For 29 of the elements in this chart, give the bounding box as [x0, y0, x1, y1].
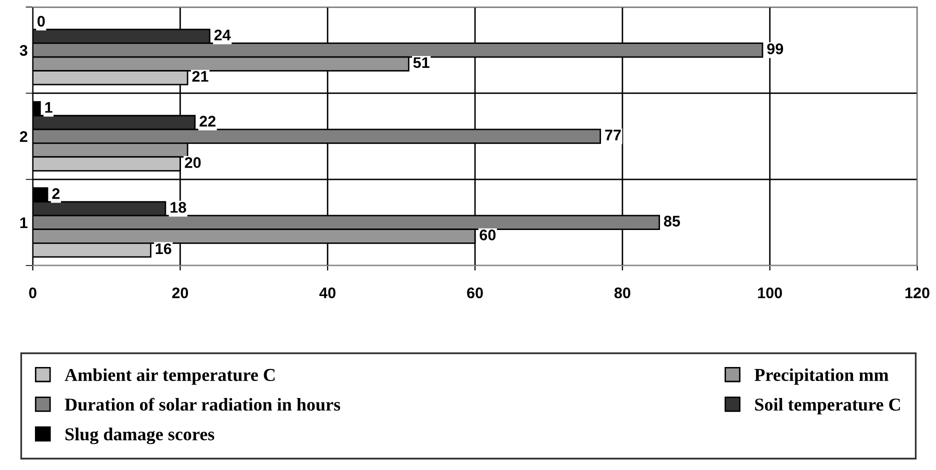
y-tick-label: 1 [20, 217, 28, 228]
legend-label: Duration of solar radiation in hours [64, 398, 340, 411]
data-label: 16 [156, 243, 172, 254]
data-label: 24 [214, 30, 231, 40]
legend-label: Ambient air temperature C [64, 368, 275, 385]
x-tick-label: 100 [758, 287, 782, 298]
data-label: 51 [413, 57, 430, 68]
data-label: 2 [52, 188, 60, 199]
x-tick-label: 120 [906, 287, 930, 298]
data-label: 60 [480, 230, 496, 240]
data-label: 20 [184, 157, 201, 168]
x-tick-label: 40 [319, 287, 336, 298]
data-label: 77 [605, 130, 621, 140]
x-tick-label: 60 [467, 287, 483, 298]
data-label: 18 [170, 202, 186, 213]
legend-label: Slug damage scores [65, 428, 214, 444]
data-label: 99 [767, 43, 784, 54]
data-label: 22 [200, 116, 216, 126]
y-tick-label: 3 [20, 45, 28, 56]
x-tick-label: 0 [29, 287, 36, 298]
x-tick-label: 80 [614, 287, 630, 298]
x-tick-label: 20 [172, 287, 188, 298]
data-label: 85 [664, 216, 680, 227]
y-tick-label: 2 [20, 131, 28, 142]
legend-label: Soil temperature C [755, 398, 900, 414]
data-label: 21 [192, 70, 208, 82]
legend-label: Precipitation mm [754, 368, 888, 385]
data-label: 1 [45, 102, 52, 113]
data-label: 0 [38, 16, 45, 27]
